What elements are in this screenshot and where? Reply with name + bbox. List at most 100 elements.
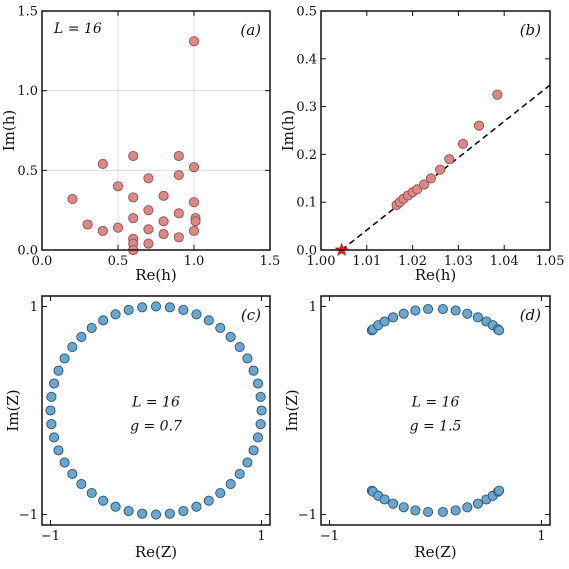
data-point: [97, 225, 108, 236]
x-axis-label: Re(h): [415, 266, 457, 284]
data-point: [67, 342, 78, 353]
data-point: [437, 303, 448, 315]
data-point: [215, 487, 226, 499]
data-point: [53, 365, 64, 376]
x-tick-label: 1.00: [307, 254, 336, 269]
data-point: [423, 506, 434, 518]
x-tick-label: 1.0: [184, 254, 205, 269]
data-point: [82, 219, 93, 230]
fit-line: [341, 84, 551, 251]
x-tick-label: 1.04: [490, 254, 519, 269]
panel-4: −1 1 −1 1 Re(Z) Im(Z) (d) L = 16 g = 1.5: [283, 295, 551, 561]
x-axis-label: Re(Z): [414, 543, 456, 561]
y-tick-label: −1: [298, 508, 317, 523]
data-point: [472, 312, 483, 323]
data-point: [425, 173, 436, 184]
data-point: [473, 120, 485, 131]
panel-label: (b): [520, 21, 541, 39]
x-axis-label: Re(h): [135, 266, 177, 284]
x-tick-label: −1: [41, 529, 60, 544]
data-point: [48, 378, 60, 389]
y-tick-label: 0.4: [296, 52, 317, 67]
data-point: [178, 506, 189, 517]
annotation: L = 16: [131, 395, 180, 411]
data-point: [234, 468, 245, 479]
data-point: [255, 391, 266, 402]
data-point: [188, 197, 200, 208]
data-point: [203, 495, 214, 506]
plot-frame: [320, 295, 551, 526]
panel-3: −1 1 −1 1 Re(Z) Im(Z) (c) L = 16 g = 0.7: [4, 295, 271, 561]
data-point: [137, 302, 148, 313]
data-point: [462, 502, 473, 513]
plot-frame: [41, 10, 271, 251]
y-axis-label: Im(Z): [283, 389, 301, 431]
data-point: [492, 89, 503, 100]
x-tick-label: 1.01: [352, 254, 381, 269]
data-point: [252, 378, 264, 389]
data-point: [256, 405, 267, 416]
annotation: g = 1.5: [410, 419, 462, 435]
data-point: [143, 173, 154, 184]
x-tick-label: 1.05: [536, 254, 565, 269]
y-tick-label: −1: [19, 508, 38, 523]
data-point: [173, 232, 184, 243]
data-point: [76, 479, 87, 490]
data-point: [76, 331, 87, 342]
data-point: [46, 419, 57, 430]
data-point: [398, 502, 409, 513]
data-point: [158, 229, 169, 240]
data-point: [494, 325, 505, 336]
data-point: [178, 304, 189, 315]
data-point: [423, 303, 434, 315]
data-point: [190, 216, 201, 227]
panel-label: (a): [240, 21, 261, 39]
x-axis-label: Re(Z): [135, 543, 177, 561]
data-point: [412, 184, 423, 195]
x-tick-label: −1: [320, 529, 339, 544]
data-point: [410, 505, 421, 516]
data-point: [86, 487, 97, 499]
data-point: [444, 154, 455, 165]
data-point: [388, 312, 399, 323]
data-point: [128, 213, 139, 224]
data-point: [123, 304, 134, 315]
data-point: [242, 457, 253, 468]
data-point: [203, 315, 214, 326]
data-point: [46, 391, 57, 402]
y-tick-label: 1: [30, 300, 38, 315]
x-tick-label: 1: [537, 529, 545, 544]
panel-label: (c): [241, 306, 261, 324]
data-point: [112, 222, 124, 233]
data-point: [143, 205, 154, 216]
data-point: [164, 508, 175, 519]
y-tick-label: 1.5: [17, 5, 38, 20]
data-point: [143, 224, 154, 235]
data-point: [191, 309, 202, 320]
data-point: [59, 457, 70, 468]
data-point: [457, 138, 469, 149]
plot-frame: [320, 10, 551, 251]
data-point: [98, 495, 109, 506]
panel-label: (d): [520, 306, 541, 324]
data-point: [137, 508, 148, 519]
data-point: [67, 193, 78, 205]
data-point: [255, 419, 266, 430]
data-point: [494, 485, 505, 496]
data-point: [225, 331, 236, 342]
data-point: [98, 315, 109, 326]
data-point: [388, 498, 399, 509]
data-point: [410, 305, 421, 316]
data-point: [188, 162, 200, 173]
data-point: [128, 150, 139, 162]
annotation: L = 16: [411, 395, 460, 411]
data-point: [472, 498, 483, 509]
data-point: [248, 445, 259, 456]
data-point: [173, 150, 184, 162]
data-point: [252, 432, 264, 443]
y-axis-label: Im(h): [0, 110, 18, 152]
data-point: [398, 308, 409, 319]
x-tick-label: 1.5: [260, 254, 281, 269]
data-point: [59, 353, 70, 364]
x-tick-label: 1: [257, 529, 265, 544]
